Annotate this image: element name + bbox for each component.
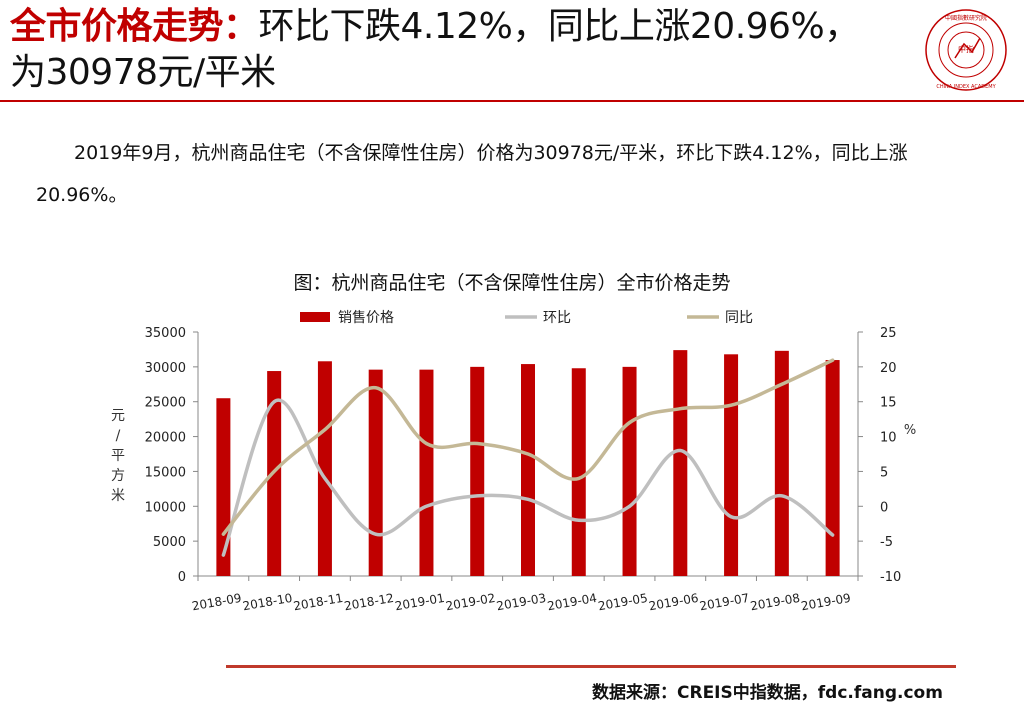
bar-price [521,364,535,576]
y-tick-label-left: 5000 [153,535,186,550]
bar-price [368,369,383,576]
point-yoy [729,403,733,407]
header-divider [0,100,1024,102]
x-tick-label: 2019-07 [698,591,750,613]
legend-label: 销售价格 [338,310,394,326]
bar-price [622,366,637,576]
point-mom [374,532,378,536]
bar-price [774,350,789,576]
point-mom [526,497,530,501]
svg-text:中國指數研究院: 中國指數研究院 [945,14,987,22]
point-yoy [221,532,225,536]
y-tick-label-left: 25000 [145,396,186,411]
y-tick-label-right: 10 [880,431,897,446]
y-tick-label-right: 25 [880,326,897,341]
point-yoy [475,442,479,446]
summary-text: 2019年9月，杭州商品住宅（不含保障性住房）价格为30978元/平米，环比下跌… [36,142,908,206]
y-tick-label-left: 30000 [145,361,186,376]
title-text: 环比下跌4.12%，同比上涨20.96%，为30978元/平米 [10,6,860,93]
x-tick-label: 2019-04 [546,591,598,613]
bar-price [317,361,332,576]
point-mom [831,533,835,537]
summary-paragraph: 2019年9月，杭州商品住宅（不含保障性住房）价格为30978元/平米，环比下跌… [36,132,996,216]
point-mom [272,400,276,404]
chart-title: 图：杭州商品住宅（不含保障性住房）全市价格走势 [293,272,731,294]
x-tick-label: 2019-05 [597,591,649,613]
legend-label: 环比 [543,310,571,326]
bar-price [825,360,840,576]
y-tick-label-left: 10000 [145,500,186,515]
y-axis-label-char: 元 [111,408,125,424]
point-mom [475,494,479,498]
bar-price [673,350,688,576]
point-mom [729,515,733,519]
point-mom [323,476,327,480]
legend-label: 同比 [725,310,753,326]
point-yoy [323,428,327,432]
x-tick-label: 2019-06 [648,591,700,613]
y-tick-label-right: 5 [880,465,888,480]
svg-text:CHINA INDEX ACADEMY: CHINA INDEX ACADEMY [936,84,996,90]
x-tick-label: 2019-01 [394,591,446,613]
point-yoy [780,382,784,386]
point-yoy [577,476,581,480]
point-yoy [628,421,632,425]
point-mom [780,494,784,498]
point-yoy [831,358,835,362]
y-tick-label-right: -5 [880,535,893,550]
point-yoy [272,469,276,473]
y-tick-label-right: 0 [880,500,888,515]
bar-price [724,354,739,576]
y-tick-label-left: 15000 [145,465,186,480]
y2-axis-label: % [904,423,916,438]
y-axis-label-char: 米 [111,488,125,504]
point-mom [678,449,682,453]
x-tick-label: 2018-12 [343,591,395,613]
point-mom [221,553,225,557]
point-mom [577,518,581,522]
x-tick-label: 2018-10 [242,591,294,613]
y-axis-label-char: 平 [111,448,125,464]
y-tick-label-right: 15 [880,396,897,411]
bar-price [571,368,586,576]
x-tick-label: 2019-02 [445,591,497,613]
point-yoy [678,407,682,411]
bar-price [419,369,434,576]
page-title: 全市价格走势：环比下跌4.12%，同比上涨20.96%，为30978元/平米 [10,4,890,96]
bar-price [470,366,485,576]
x-tick-label: 2019-03 [495,591,547,613]
y-tick-label-right: -10 [880,570,901,585]
y-tick-label-left: 20000 [145,431,186,446]
y-axis-label-char: 方 [111,468,125,484]
x-tick-label: 2018-09 [191,591,243,613]
legend-swatch-bar [300,312,330,322]
point-yoy [374,386,378,390]
y-tick-label-left: 0 [178,570,186,585]
china-index-academy-logo: 中國指數研究院 中指 CHINA INDEX ACADEMY [925,9,1007,91]
y-tick-label-right: 20 [880,361,897,376]
point-yoy [424,442,428,446]
y-axis-label-char: / [116,428,121,444]
point-mom [424,504,428,508]
y-tick-label-left: 35000 [145,326,186,341]
svg-text:中指: 中指 [958,44,974,54]
point-yoy [526,452,530,456]
footer-divider [226,665,956,668]
data-source: 数据来源：CREIS中指数据，fdc.fang.com [592,683,943,703]
x-tick-label: 2019-08 [749,591,801,613]
x-tick-label: 2019-09 [800,591,852,613]
title-highlight: 全市价格走势： [10,6,259,47]
x-tick-label: 2018-11 [292,591,344,613]
point-mom [628,504,632,508]
